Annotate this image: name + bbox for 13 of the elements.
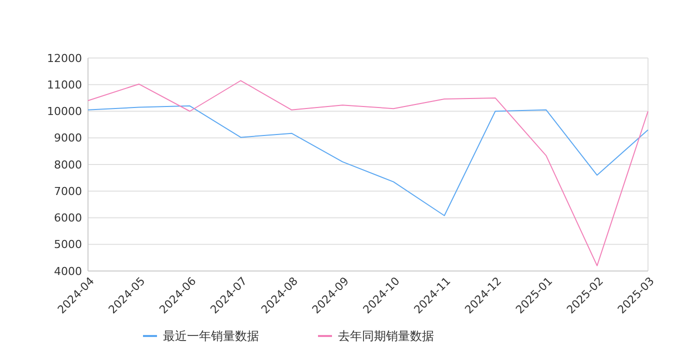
y-tick-label: 5000 [54,238,82,252]
y-tick-label: 12000 [47,52,82,65]
y-tick-label: 10000 [47,105,82,118]
legend-label: 最近一年销量数据 [163,329,259,344]
y-tick-label: 6000 [54,212,82,225]
y-tick-label: 8000 [54,158,82,172]
y-tick-label: 4000 [54,264,82,278]
y-tick-label: 11000 [47,78,82,92]
legend-label: 去年同期销量数据 [338,329,434,344]
y-tick-label: 9000 [54,132,82,145]
line-series [88,105,648,216]
line-series [88,80,648,266]
y-tick-label: 7000 [54,184,82,198]
